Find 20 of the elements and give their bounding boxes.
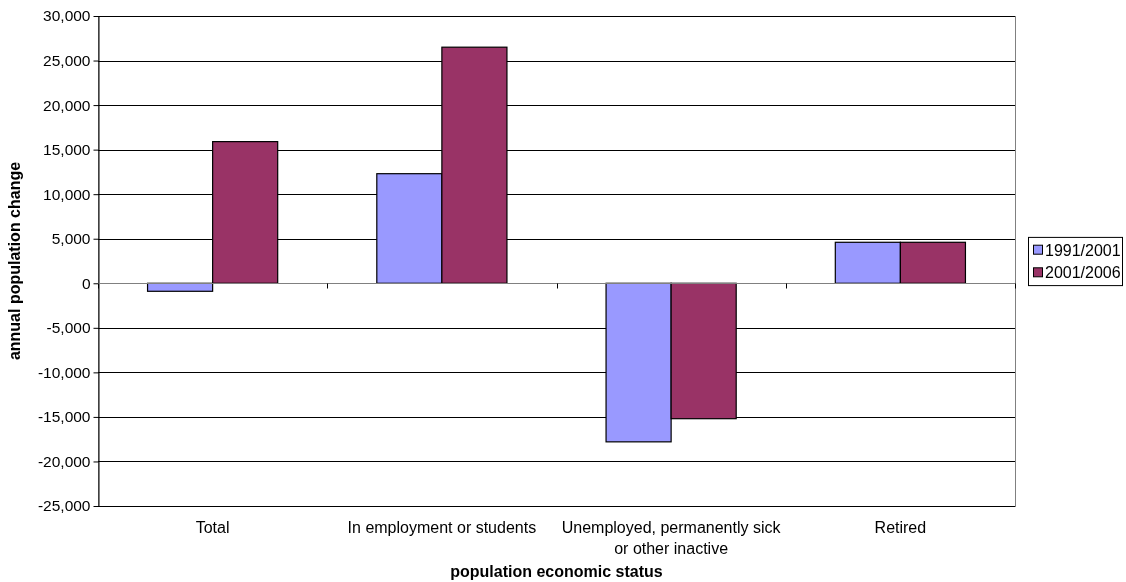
x-tick-label: Retired bbox=[874, 519, 927, 536]
legend-label: 1991/2001 bbox=[1045, 241, 1121, 259]
y-tick-label: 0 bbox=[81, 274, 91, 292]
y-tick-label: -10,000 bbox=[37, 363, 91, 381]
y-tick-label: 30,000 bbox=[43, 7, 91, 25]
y-tick-label: 5,000 bbox=[51, 230, 91, 248]
y-tick-label: 15,000 bbox=[43, 141, 91, 159]
y-tick-label: -25,000 bbox=[37, 497, 91, 515]
y-axis-title: annual population change bbox=[6, 161, 23, 361]
x-axis-title: population economic status bbox=[450, 563, 663, 580]
y-tick-label: -15,000 bbox=[37, 408, 91, 426]
y-tick-label: 25,000 bbox=[43, 52, 91, 70]
legend-label: 2001/2006 bbox=[1045, 264, 1121, 282]
x-tick-label: Unemployed, permanently sick or other inactive bbox=[561, 519, 782, 557]
x-tick-label: In employment or students bbox=[347, 519, 537, 536]
y-tick-label: -5,000 bbox=[46, 319, 91, 337]
y-tick-label: 10,000 bbox=[43, 185, 91, 203]
x-tick-label: Total bbox=[195, 519, 230, 536]
y-tick-label: 20,000 bbox=[43, 96, 91, 114]
y-tick-label: -20,000 bbox=[37, 452, 91, 470]
